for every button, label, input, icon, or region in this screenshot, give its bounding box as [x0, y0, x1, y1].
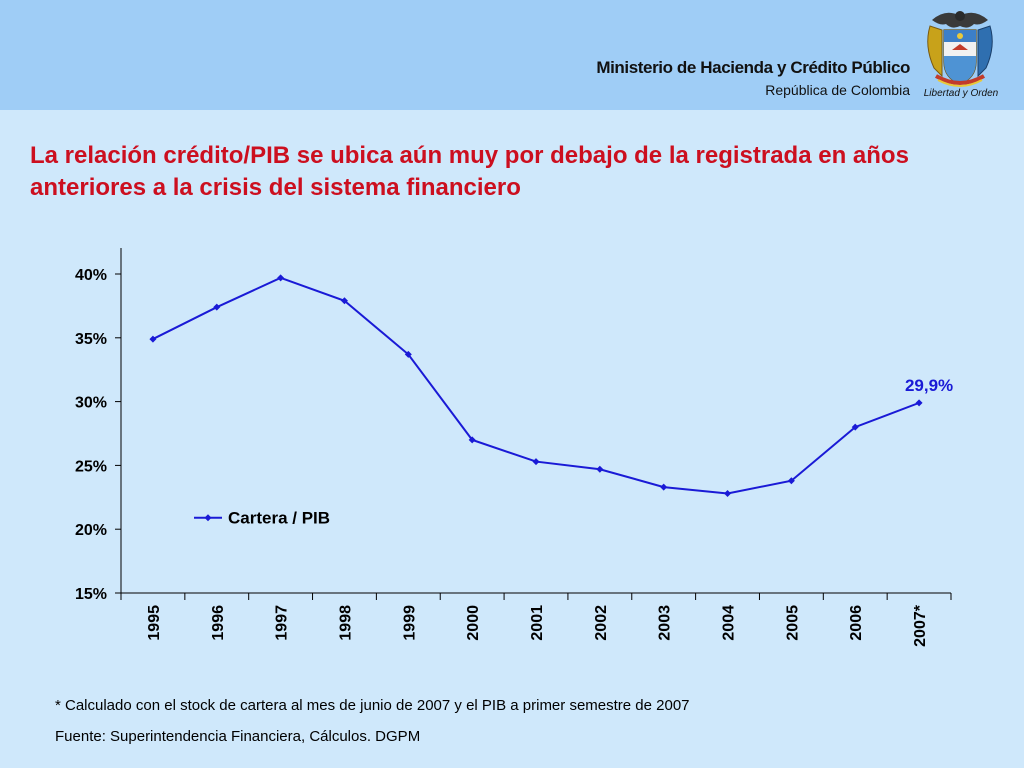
- x-tick-label: 2003: [657, 605, 674, 641]
- data-point: [596, 465, 604, 473]
- x-tick-label: 2002: [593, 605, 610, 641]
- data-point: [277, 274, 285, 282]
- x-tick-label: 1995: [146, 605, 163, 641]
- x-tick-label: 1999: [401, 605, 418, 641]
- y-axis: 15% 20% 25% 30% 35% 40%: [75, 248, 122, 603]
- header-banner: Ministerio de Hacienda y Crédito Público…: [0, 0, 1024, 110]
- series-group: [149, 274, 923, 497]
- y-tick-label: 25%: [75, 458, 107, 475]
- x-tick-label: 2004: [721, 605, 738, 641]
- x-tick-label: 2005: [784, 605, 801, 641]
- source-note: Fuente: Superintendencia Financiera, Cál…: [55, 728, 421, 745]
- coat-of-arms-icon: [927, 11, 993, 87]
- data-point: [532, 458, 540, 466]
- data-point: [468, 436, 476, 444]
- x-tick-label: 2007*: [912, 604, 929, 647]
- y-tick-label: 35%: [75, 331, 107, 348]
- data-point: [851, 423, 859, 431]
- data-point: [404, 350, 412, 358]
- line-chart: 15% 20% 25% 30% 35% 40% 1995 1996 1997 1998 1999 2…: [75, 248, 953, 647]
- y-tick-label: 15%: [75, 586, 107, 603]
- data-point: [149, 335, 157, 343]
- data-point: [213, 303, 221, 311]
- annotation-group: 29,9%: [905, 376, 953, 395]
- motto-text: Libertad y Orden: [923, 88, 999, 99]
- footnote: * Calculado con el stock de cartera al m…: [55, 697, 690, 714]
- x-tick-label: 1998: [337, 605, 354, 641]
- data-point: [660, 483, 668, 491]
- x-tick-label: 2006: [848, 605, 865, 641]
- data-point: [724, 489, 732, 497]
- y-tick-label: 20%: [75, 522, 107, 539]
- slide-title: La relación crédito/PIB se ubica aún muy…: [30, 142, 909, 201]
- legend-marker: [204, 514, 212, 522]
- legend-label: Cartera / PIB: [228, 509, 330, 528]
- x-tick-label: 2000: [465, 605, 482, 641]
- x-axis: 1995 1996 1997 1998 1999 2000 2001 2002 2003 2004…: [120, 592, 952, 647]
- data-label-last: 29,9%: [905, 376, 953, 395]
- x-tick-label: 1996: [210, 605, 227, 641]
- y-tick-label: 40%: [75, 267, 107, 284]
- x-tick-label: 1997: [274, 605, 291, 641]
- data-point: [787, 477, 795, 485]
- data-point: [340, 297, 348, 305]
- country-name: República de Colombia: [765, 82, 910, 98]
- ministry-name: Ministerio de Hacienda y Crédito Público: [596, 58, 910, 77]
- x-tick-label: 2001: [529, 605, 546, 641]
- data-point: [915, 399, 923, 407]
- y-tick-label: 30%: [75, 395, 107, 412]
- legend: Cartera / PIB: [194, 509, 330, 528]
